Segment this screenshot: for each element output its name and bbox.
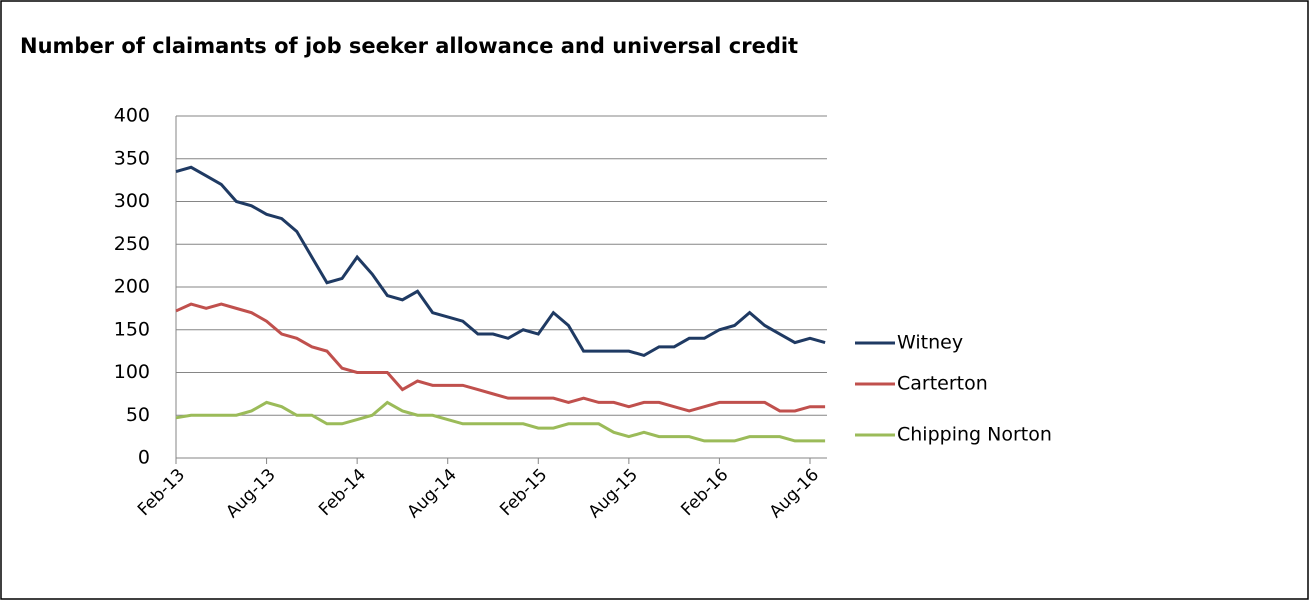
y-tick-label: 300 [114,190,150,212]
y-tick-label: 150 [114,318,150,340]
series-line [175,400,826,443]
y-tick-label: 0 [138,447,150,469]
series-line [175,302,826,413]
y-tick-label: 250 [114,233,150,255]
y-tick-label: 50 [126,404,150,426]
y-tick-label: 200 [114,276,150,298]
y-tick-label: 100 [114,361,150,383]
legend-label: Witney [897,332,963,354]
series-line [175,165,826,358]
legend-label: Chipping Norton [897,424,1052,446]
legend-label: Carterton [897,373,988,395]
y-tick-label: 350 [114,147,150,169]
chart-title: Number of claimants of job seeker allowa… [20,34,798,58]
y-tick-label: 400 [114,105,150,127]
